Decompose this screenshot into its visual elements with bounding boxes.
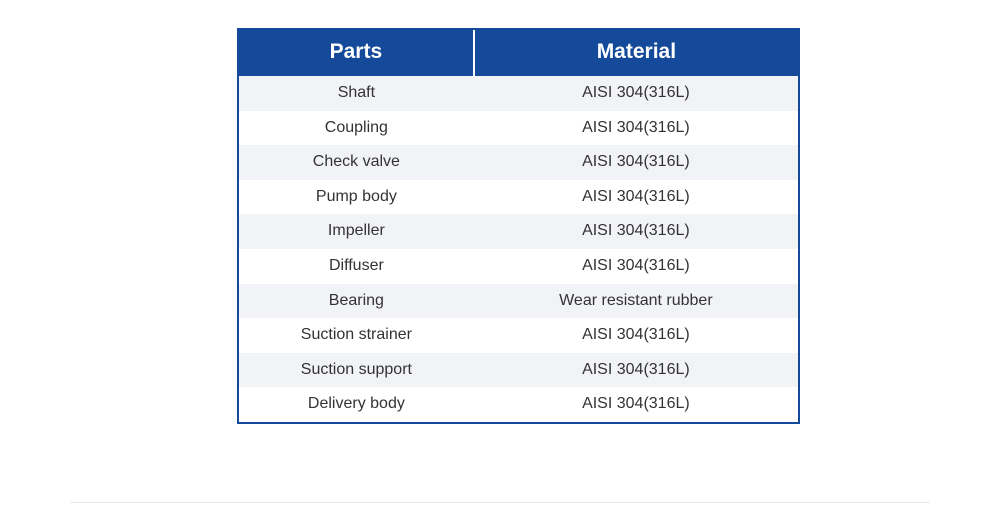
cell-part: Diffuser (239, 249, 474, 284)
cell-part: Pump body (239, 180, 474, 215)
table-row: Bearing Wear resistant rubber (239, 284, 798, 319)
cell-part: Shaft (239, 76, 474, 111)
table-row: Pump body AISI 304(316L) (239, 180, 798, 215)
cell-part: Coupling (239, 111, 474, 146)
table-row: Impeller AISI 304(316L) (239, 214, 798, 249)
table-row: Check valve AISI 304(316L) (239, 145, 798, 180)
cell-material: AISI 304(316L) (474, 214, 798, 249)
horizontal-rule (70, 502, 930, 503)
materials-table-container: Parts Material Shaft AISI 304(316L) Coup… (237, 28, 800, 424)
table-row: Suction support AISI 304(316L) (239, 353, 798, 388)
table-row: Diffuser AISI 304(316L) (239, 249, 798, 284)
cell-part: Bearing (239, 284, 474, 319)
cell-part: Check valve (239, 145, 474, 180)
table-row: Delivery body AISI 304(316L) (239, 387, 798, 422)
table-row: Suction strainer AISI 304(316L) (239, 318, 798, 353)
cell-material: AISI 304(316L) (474, 353, 798, 388)
page: Parts Material Shaft AISI 304(316L) Coup… (0, 0, 1000, 531)
table-row: Coupling AISI 304(316L) (239, 111, 798, 146)
cell-part: Impeller (239, 214, 474, 249)
cell-material: AISI 304(316L) (474, 145, 798, 180)
cell-part: Suction support (239, 353, 474, 388)
cell-material: AISI 304(316L) (474, 318, 798, 353)
table-header-row: Parts Material (239, 30, 798, 76)
column-header-material: Material (474, 30, 798, 76)
cell-material: AISI 304(316L) (474, 111, 798, 146)
cell-material: AISI 304(316L) (474, 249, 798, 284)
cell-part: Suction strainer (239, 318, 474, 353)
cell-material: AISI 304(316L) (474, 76, 798, 111)
cell-part: Delivery body (239, 387, 474, 422)
table-row: Shaft AISI 304(316L) (239, 76, 798, 111)
column-header-parts: Parts (239, 30, 474, 76)
cell-material: Wear resistant rubber (474, 284, 798, 319)
materials-table: Parts Material Shaft AISI 304(316L) Coup… (239, 30, 798, 422)
cell-material: AISI 304(316L) (474, 387, 798, 422)
cell-material: AISI 304(316L) (474, 180, 798, 215)
